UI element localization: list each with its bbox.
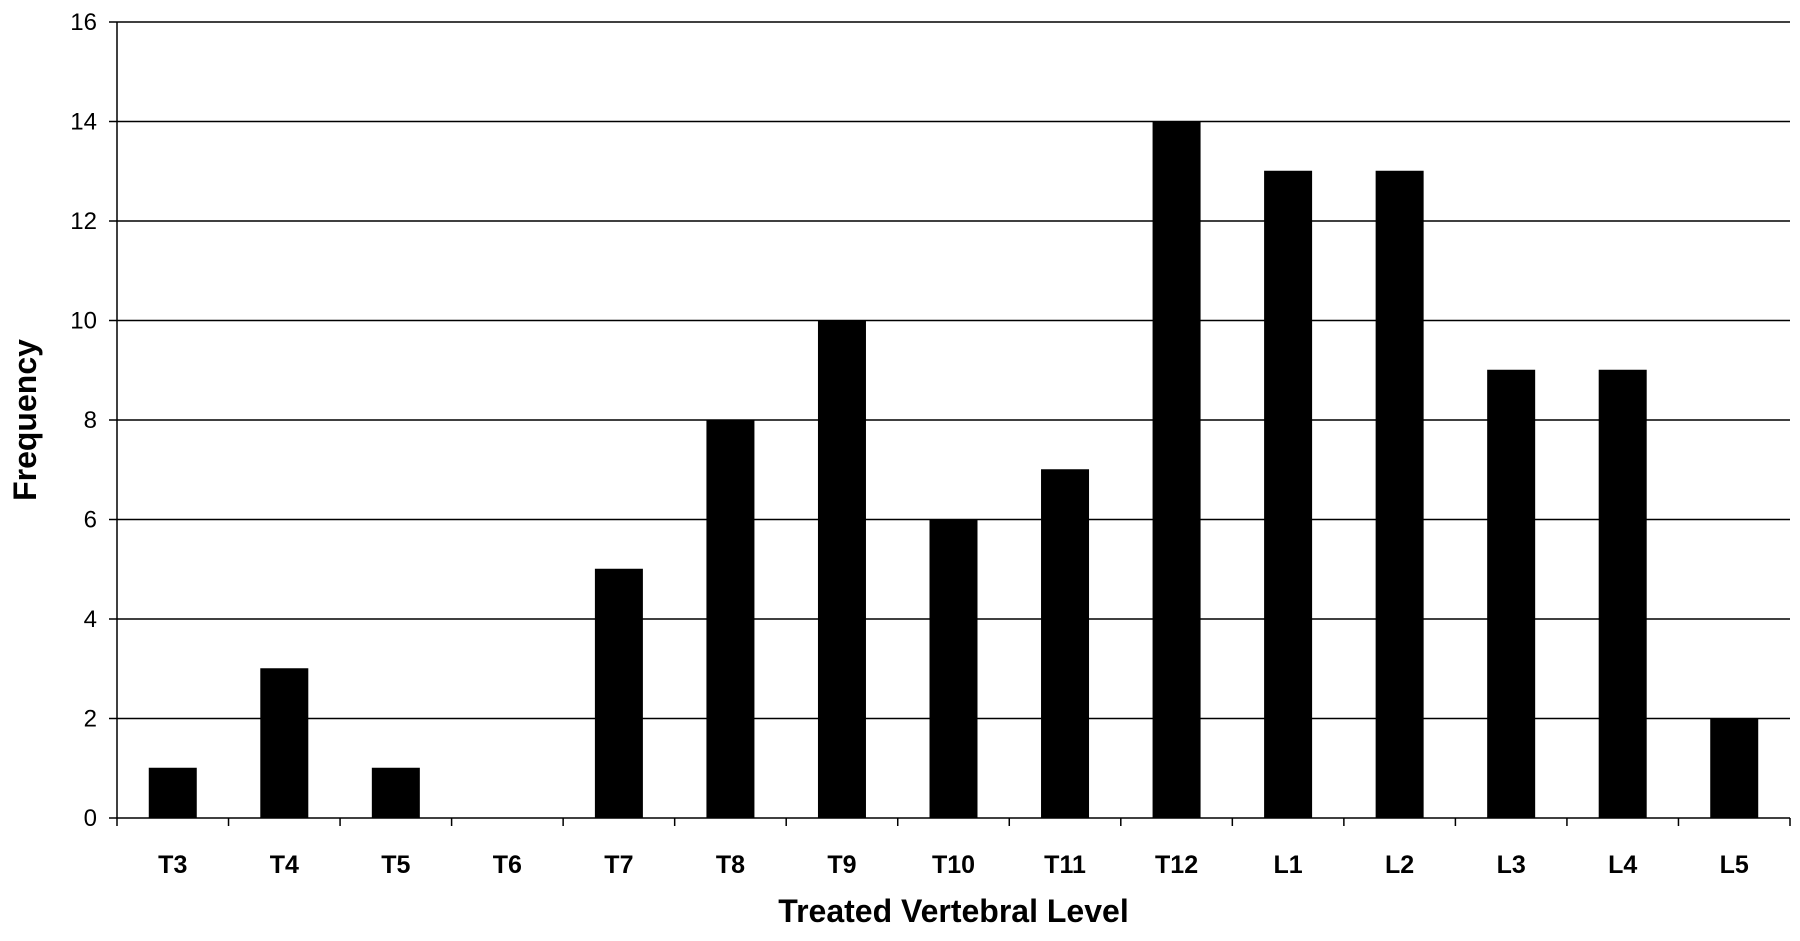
bar-l5 bbox=[1710, 718, 1759, 819]
y-tick-label: 10 bbox=[70, 308, 97, 335]
x-tick-label: T7 bbox=[604, 851, 633, 879]
x-tick-label: T4 bbox=[270, 851, 299, 879]
x-tick-label: L1 bbox=[1274, 851, 1303, 879]
bar-t11 bbox=[1041, 469, 1090, 819]
bar-l2 bbox=[1375, 170, 1424, 819]
bars bbox=[148, 121, 1759, 819]
x-tick-label: T3 bbox=[158, 851, 187, 879]
x-tick-label: T9 bbox=[827, 851, 856, 879]
bar-t8 bbox=[706, 419, 755, 819]
x-tick-label: L4 bbox=[1608, 851, 1637, 879]
bar-l4 bbox=[1598, 369, 1647, 819]
bar-t7 bbox=[594, 568, 643, 819]
labels: 0 2 4 6 8 10 12 14 16 T3 T4 T5 T6 T7 T8 T9 T10 T11 T12 L1 L2… bbox=[70, 9, 1749, 879]
axes bbox=[109, 21, 1791, 826]
bar-t5 bbox=[371, 767, 420, 819]
x-tick-label: L2 bbox=[1385, 851, 1414, 879]
bar-t12 bbox=[1152, 121, 1201, 819]
x-tick-label: T11 bbox=[1044, 851, 1086, 879]
bar-t4 bbox=[260, 668, 309, 819]
y-tick-label: 6 bbox=[84, 507, 97, 534]
y-axis-title: Frequency bbox=[7, 339, 43, 501]
x-tick-label: T8 bbox=[716, 851, 745, 879]
x-tick-label: T12 bbox=[1155, 851, 1198, 879]
x-axis-title: Treated Vertebral Level bbox=[778, 893, 1128, 929]
x-tick-label: L5 bbox=[1720, 851, 1749, 879]
x-tick-label: T6 bbox=[493, 851, 522, 879]
bar-l3 bbox=[1487, 369, 1536, 819]
y-tick-label: 16 bbox=[70, 9, 97, 36]
bar-t3 bbox=[148, 767, 197, 819]
y-tick-label: 8 bbox=[84, 407, 97, 434]
y-tick-label: 4 bbox=[84, 606, 97, 633]
x-tick-label: T10 bbox=[932, 851, 975, 879]
bar-t10 bbox=[929, 519, 978, 819]
y-tick-label: 2 bbox=[84, 706, 97, 733]
x-tick-label: L3 bbox=[1497, 851, 1526, 879]
y-tick-label: 14 bbox=[70, 109, 97, 136]
y-tick-label: 0 bbox=[84, 805, 97, 832]
x-tick-label: T5 bbox=[381, 851, 410, 879]
y-tick-label: 12 bbox=[70, 208, 97, 235]
bar-l1 bbox=[1264, 170, 1313, 819]
bar-t9 bbox=[817, 320, 866, 819]
